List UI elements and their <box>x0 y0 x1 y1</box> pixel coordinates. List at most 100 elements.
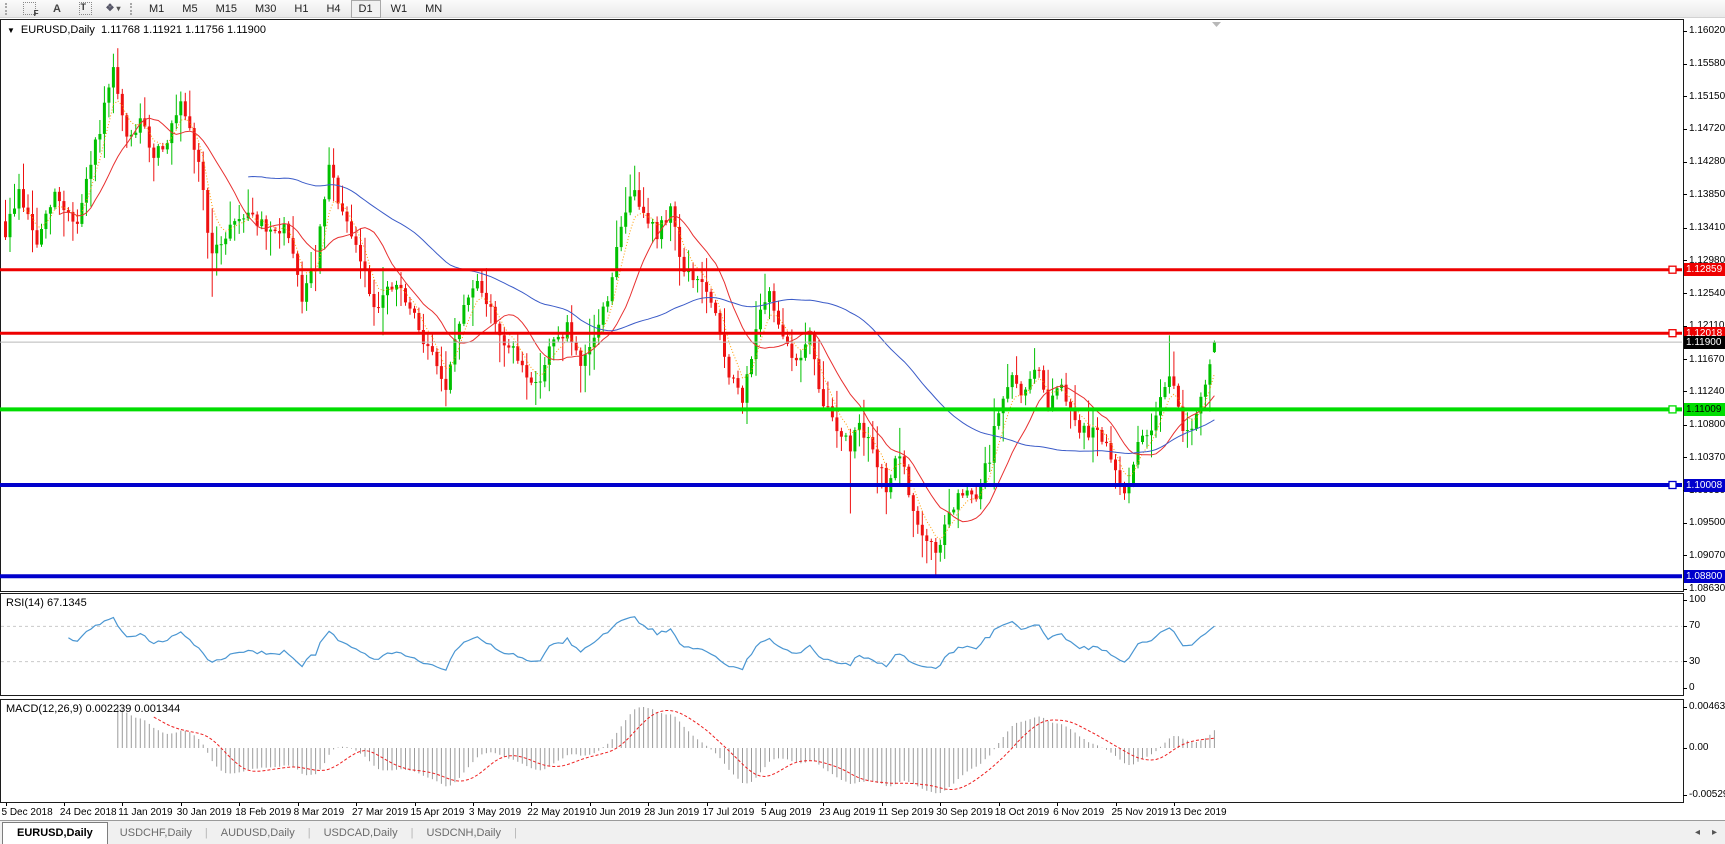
tab-usdcnh-daily[interactable]: USDCNH,Daily <box>414 823 513 843</box>
price-tick-label: 1.11240 <box>1689 385 1725 397</box>
hline-price-label: 1.11009 <box>1684 402 1725 416</box>
date-label: 18 Oct 2019 <box>994 807 1050 818</box>
date-label: 30 Sep 2019 <box>936 807 994 818</box>
date-tick-mark <box>765 803 766 806</box>
date-label: 27 Mar 2019 <box>352 807 409 818</box>
tabs-scroll-right-icon[interactable]: ▸ <box>1711 827 1717 838</box>
chart-menu-triangle-icon[interactable]: ▼ <box>7 26 15 35</box>
price-tick-mark <box>1683 325 1687 327</box>
price-tick-label: 1.09070 <box>1689 549 1725 561</box>
price-tick-mark <box>1683 96 1687 98</box>
chart-quote-line: 1.11768 1.11921 1.11756 1.11900 <box>101 24 266 36</box>
date-label: 30 Jan 2019 <box>176 807 232 818</box>
price-tick-mark <box>1683 359 1687 360</box>
date-label: 25 Nov 2019 <box>1111 807 1169 818</box>
date-label: 15 Apr 2019 <box>410 807 465 818</box>
text-icon: A <box>53 2 61 15</box>
tab-usdcad-daily[interactable]: USDCAD,Daily <box>312 823 410 843</box>
price-tick-label: 1.12980 <box>1689 254 1725 266</box>
tab-audusd-daily[interactable]: AUDUSD,Daily <box>209 823 307 843</box>
rsi-tick-mark <box>1683 625 1687 627</box>
date-label: 24 Dec 2018 <box>59 807 117 818</box>
date-label: 17 Jul 2019 <box>702 807 755 818</box>
tab-separator: | <box>410 826 414 839</box>
timeframe-d1-button[interactable]: D1 <box>350 0 381 18</box>
toolbar-grip2[interactable] <box>130 2 135 15</box>
rsi-tick-mark <box>1683 687 1687 689</box>
price-tick-label: 1.10800 <box>1689 419 1725 431</box>
price-tick-mark <box>1683 227 1687 229</box>
date-label: 28 Jun 2019 <box>644 807 700 818</box>
price-tick-label: 1.13410 <box>1689 222 1725 234</box>
date-label: 22 May 2019 <box>527 807 586 818</box>
date-tick-mark <box>1173 803 1175 806</box>
arrows-icon: ❖ <box>105 3 115 14</box>
date-tick-mark <box>648 803 650 806</box>
price-tick-label: 1.09500 <box>1689 517 1725 529</box>
rsi-tick-mark <box>1683 661 1687 663</box>
price-tick-label: 1.16020 <box>1689 25 1725 36</box>
hline-price-label: 1.10008 <box>1684 478 1725 492</box>
price-tick-label: 1.11670 <box>1689 353 1725 365</box>
price-axis[interactable]: 1.16020 1.15580 1.15150 1.14720 1.14280 1.138… <box>1683 0 1725 844</box>
timeframe-h4-button[interactable]: H4 <box>326 2 341 15</box>
date-label: 5 Aug 2019 <box>761 807 812 818</box>
price-tick-mark <box>1683 555 1687 557</box>
rsi-level-label: 70 <box>1689 620 1701 632</box>
tab-separator: | <box>514 826 517 839</box>
price-tick-mark <box>1683 128 1687 130</box>
tab-eurusd-daily[interactable]: EURUSD,Daily <box>2 821 108 844</box>
tabs-scroll-left-icon[interactable]: ◂ <box>1694 827 1700 838</box>
text-label-tool-button[interactable]: T <box>71 0 99 18</box>
price-tick-label: 1.14720 <box>1689 123 1725 135</box>
date-tick-mark <box>881 803 883 806</box>
price-tick-mark <box>1683 194 1687 196</box>
price-tick-label: 1.15150 <box>1689 90 1725 102</box>
timeframe-mn-button[interactable]: MN <box>425 2 443 15</box>
text-tool-button[interactable]: A <box>43 0 71 18</box>
price-tick-label: 1.14280 <box>1689 156 1725 168</box>
date-tick-mark <box>823 803 825 806</box>
timeframe-m30-button[interactable]: M30 <box>254 2 277 15</box>
date-label: 6 Nov 2019 <box>1053 807 1105 818</box>
date-tick-mark <box>1115 803 1117 806</box>
date-label: 3 May 2019 <box>468 807 522 818</box>
date-tick-mark <box>940 803 942 806</box>
macd-tick-label: 0.00 <box>1689 742 1709 753</box>
rsi-level-label: 100 <box>1689 594 1706 605</box>
tab-usdchf-daily[interactable]: USDCHF,Daily <box>108 823 204 843</box>
chart-tabs: EURUSD,Daily USDCHF,Daily | AUDUSD,Daily… <box>0 820 1725 844</box>
timeframe-m5-button[interactable]: M5 <box>182 2 198 15</box>
price-tick-mark <box>1683 293 1687 295</box>
date-label: 13 Dec 2019 <box>1169 807 1227 818</box>
chart-toolbar: F A T ❖ ▾ M1 M5 M15 M30 H1 H4 D1 W1 MN <box>0 0 1725 18</box>
date-label: 18 Feb 2019 <box>235 807 292 818</box>
date-tick-mark <box>589 803 591 806</box>
date-label: 11 Jan 2019 <box>118 807 173 818</box>
fibonacci-tool-button[interactable]: F <box>15 0 43 18</box>
date-tick-mark <box>531 803 533 806</box>
tab-separator: | <box>307 826 311 839</box>
date-tick-mark <box>1057 803 1059 806</box>
date-tick-mark <box>706 803 708 806</box>
price-tick-mark <box>1683 161 1687 163</box>
price-tick-label: 1.12540 <box>1689 287 1725 299</box>
rsi-label: RSI(14) 67.1345 <box>6 597 87 609</box>
arrows-tool-button[interactable]: ❖ ▾ <box>99 0 127 18</box>
price-tick-mark <box>1683 457 1687 459</box>
date-label: 8 Mar 2019 <box>293 807 345 818</box>
tab-label: AUDUSD,Daily <box>220 826 295 839</box>
fibonacci-icon: F <box>22 2 39 18</box>
macd-tick-mark <box>1683 794 1687 796</box>
price-tick-label: 1.15580 <box>1689 58 1725 70</box>
timeframe-m15-button[interactable]: M15 <box>215 2 237 15</box>
timeframe-h1-button[interactable]: H1 <box>294 2 309 15</box>
price-tick-mark <box>1683 391 1687 393</box>
timeframe-m1-button[interactable]: M1 <box>149 2 165 15</box>
toolbar-grip[interactable] <box>5 2 10 15</box>
timeframe-w1-button[interactable]: W1 <box>390 2 408 15</box>
date-tick-mark <box>998 803 1000 806</box>
date-tick-mark <box>63 803 65 806</box>
time-axis[interactable]: 5 Dec 2018 24 Dec 2018 11 Jan 2019 30 Jan 2… <box>0 0 1683 844</box>
